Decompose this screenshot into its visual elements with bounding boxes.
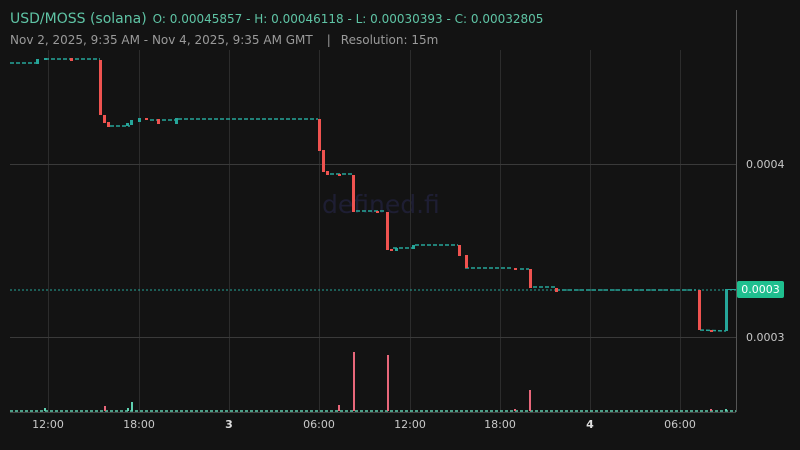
horizontal-grid	[10, 164, 736, 338]
x-tick-label: 18:00	[484, 418, 516, 431]
flat-price-segments	[10, 58, 727, 332]
grid-lines	[48, 50, 681, 412]
x-tick-label: 06:00	[303, 418, 335, 431]
resolution-label: Resolution: 15m	[340, 33, 439, 47]
x-tick-label-day: 3	[225, 418, 233, 431]
candles	[36, 58, 736, 332]
volume-bars	[10, 352, 736, 412]
date-range: Nov 2, 2025, 9:35 AM - Nov 4, 2025, 9:35…	[10, 33, 313, 47]
y-tick-label: 0.0003	[746, 331, 785, 344]
x-tick-label-day: 4	[586, 418, 594, 431]
watermark: defined.fi	[322, 190, 440, 219]
ohlc-values: O: 0.00045857 - H: 0.00046118 - L: 0.000…	[152, 12, 544, 26]
x-tick-label: 06:00	[664, 418, 696, 431]
x-tick-label: 12:00	[32, 418, 64, 431]
pair-title: USD/MOSS (solana)	[10, 11, 147, 27]
x-tick-label: 12:00	[394, 418, 426, 431]
y-tick-label: 0.0004	[746, 158, 785, 171]
separator: |	[326, 33, 331, 47]
current-price-tag: 0.0003	[737, 281, 784, 298]
x-tick-label: 18:00	[123, 418, 155, 431]
chart-header: USD/MOSS (solana) O: 0.00045857 - H: 0.0…	[10, 11, 543, 47]
